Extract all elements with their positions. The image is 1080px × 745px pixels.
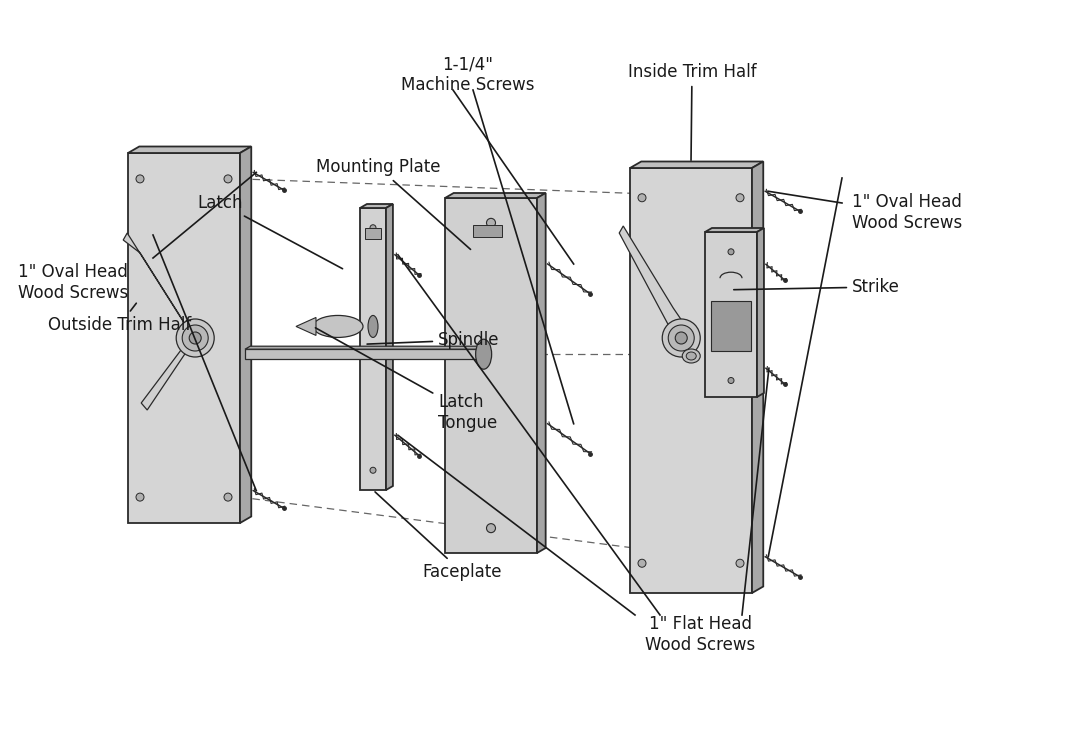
Polygon shape bbox=[360, 208, 386, 490]
Circle shape bbox=[136, 493, 144, 501]
Polygon shape bbox=[619, 226, 687, 329]
Polygon shape bbox=[360, 204, 393, 208]
Text: Strike: Strike bbox=[733, 278, 900, 296]
Circle shape bbox=[638, 559, 646, 567]
Polygon shape bbox=[445, 193, 545, 198]
Polygon shape bbox=[757, 228, 764, 397]
Ellipse shape bbox=[475, 339, 491, 370]
Polygon shape bbox=[245, 346, 489, 349]
Circle shape bbox=[370, 467, 376, 473]
Circle shape bbox=[728, 378, 734, 384]
Circle shape bbox=[638, 194, 646, 202]
Polygon shape bbox=[123, 233, 189, 330]
Bar bbox=[473, 225, 502, 237]
Circle shape bbox=[370, 225, 376, 231]
Circle shape bbox=[136, 175, 144, 183]
Circle shape bbox=[662, 319, 700, 357]
Ellipse shape bbox=[686, 352, 697, 360]
Ellipse shape bbox=[683, 349, 700, 363]
Text: Latch: Latch bbox=[198, 194, 342, 269]
Ellipse shape bbox=[313, 315, 363, 337]
Circle shape bbox=[735, 194, 744, 202]
Text: Latch
Tongue: Latch Tongue bbox=[315, 328, 497, 432]
Text: 1" Oval Head
Wood Screws: 1" Oval Head Wood Screws bbox=[852, 193, 962, 232]
Polygon shape bbox=[705, 232, 757, 397]
Text: Spindle: Spindle bbox=[367, 331, 500, 349]
Text: Outside Trim Half: Outside Trim Half bbox=[48, 303, 191, 334]
Polygon shape bbox=[537, 193, 545, 553]
Polygon shape bbox=[445, 198, 537, 553]
Circle shape bbox=[189, 332, 201, 344]
Text: Faceplate: Faceplate bbox=[375, 492, 502, 581]
Circle shape bbox=[675, 332, 687, 344]
Polygon shape bbox=[245, 349, 484, 359]
Polygon shape bbox=[386, 204, 393, 490]
Circle shape bbox=[735, 559, 744, 567]
Circle shape bbox=[486, 524, 496, 533]
Polygon shape bbox=[630, 162, 764, 168]
Polygon shape bbox=[752, 162, 764, 593]
Text: 1" Flat Head
Wood Screws: 1" Flat Head Wood Screws bbox=[645, 615, 755, 654]
Circle shape bbox=[669, 325, 694, 351]
Polygon shape bbox=[630, 168, 752, 593]
Circle shape bbox=[176, 319, 214, 357]
Circle shape bbox=[728, 249, 734, 255]
Polygon shape bbox=[705, 228, 764, 232]
Text: 1-1/4"
Machine Screws: 1-1/4" Machine Screws bbox=[402, 55, 535, 94]
Polygon shape bbox=[141, 342, 189, 410]
Bar bbox=[711, 301, 751, 351]
Circle shape bbox=[224, 493, 232, 501]
Text: Inside Trim Half: Inside Trim Half bbox=[627, 63, 756, 160]
Text: Mounting Plate: Mounting Plate bbox=[315, 158, 471, 250]
Polygon shape bbox=[129, 147, 252, 153]
Ellipse shape bbox=[368, 315, 378, 337]
Circle shape bbox=[183, 325, 208, 351]
Polygon shape bbox=[240, 147, 252, 523]
Circle shape bbox=[224, 175, 232, 183]
Polygon shape bbox=[129, 153, 240, 523]
Circle shape bbox=[486, 218, 496, 227]
Text: 1" Oval Head
Wood Screws: 1" Oval Head Wood Screws bbox=[18, 263, 129, 302]
Bar bbox=[365, 228, 381, 239]
Polygon shape bbox=[296, 317, 316, 335]
